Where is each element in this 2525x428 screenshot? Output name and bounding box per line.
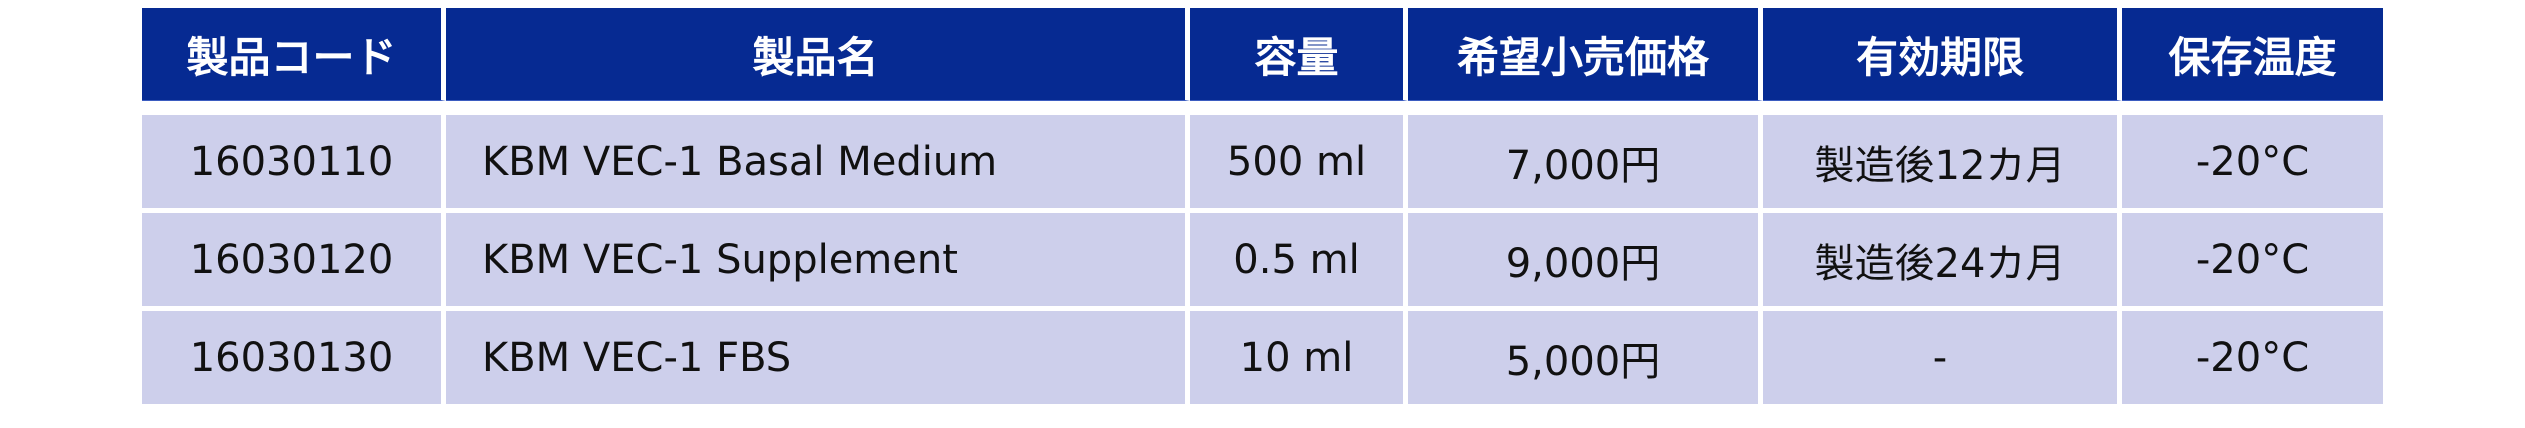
- cell-expiry: -: [1763, 311, 2122, 409]
- cell-storage-temp: -20°C: [2122, 311, 2383, 409]
- cell-volume: 500 ml: [1190, 115, 1408, 213]
- cell-storage-temp: -20°C: [2122, 115, 2383, 213]
- cell-volume: 10 ml: [1190, 311, 1408, 409]
- cell-storage-temp: -20°C: [2122, 213, 2383, 311]
- cell-price: 9,000円: [1408, 213, 1763, 311]
- cell-product-name: KBM VEC-1 FBS: [446, 311, 1190, 409]
- header-product-code: 製品コード: [142, 8, 446, 101]
- header-storage-temp: 保存温度: [2122, 8, 2383, 101]
- cell-price: 7,000円: [1408, 115, 1763, 213]
- cell-expiry: 製造後12カ月: [1763, 115, 2122, 213]
- header-product-name: 製品名: [446, 8, 1190, 101]
- cell-volume: 0.5 ml: [1190, 213, 1408, 311]
- product-table: 製品コード 製品名 容量 希望小売価格 有効期限 保存温度 16030110 K…: [142, 8, 2383, 409]
- cell-product-name: KBM VEC-1 Supplement: [446, 213, 1190, 311]
- cell-product-code: 16030130: [142, 311, 446, 409]
- header-price: 希望小売価格: [1408, 8, 1763, 101]
- cell-expiry: 製造後24カ月: [1763, 213, 2122, 311]
- cell-price: 5,000円: [1408, 311, 1763, 409]
- cell-product-code: 16030120: [142, 213, 446, 311]
- table-row: 16030110 KBM VEC-1 Basal Medium 500 ml 7…: [142, 115, 2383, 213]
- cell-product-name: KBM VEC-1 Basal Medium: [446, 115, 1190, 213]
- table-row: 16030130 KBM VEC-1 FBS 10 ml 5,000円 - -2…: [142, 311, 2383, 409]
- cell-product-code: 16030110: [142, 115, 446, 213]
- header-row: 製品コード 製品名 容量 希望小売価格 有効期限 保存温度: [142, 8, 2383, 101]
- header-expiry: 有効期限: [1763, 8, 2122, 101]
- table-row: 16030120 KBM VEC-1 Supplement 0.5 ml 9,0…: [142, 213, 2383, 311]
- header-volume: 容量: [1190, 8, 1408, 101]
